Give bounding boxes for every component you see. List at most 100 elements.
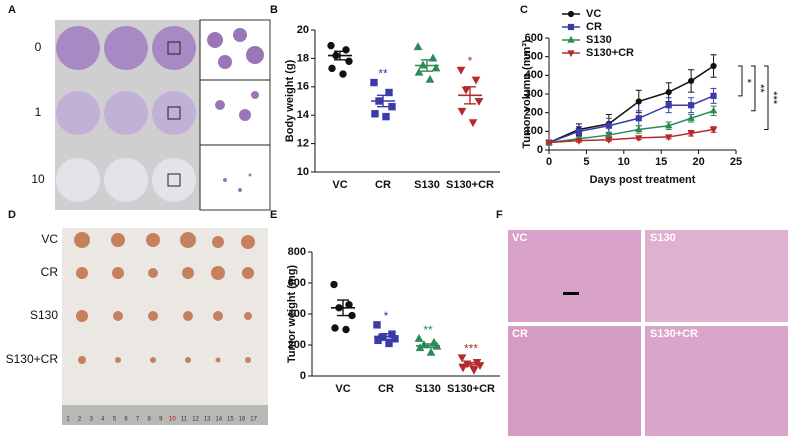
significance: * — [468, 54, 473, 68]
ruler-number: 4 — [101, 417, 105, 423]
y-tick-label: 500 — [525, 51, 543, 63]
x-axis-label: Days post treatment — [590, 174, 696, 186]
marker — [664, 121, 673, 129]
y-tick-label: 0 — [537, 144, 543, 156]
y-tick-label: 300 — [525, 88, 543, 100]
marker — [348, 311, 356, 320]
ruler-number: 17 — [250, 417, 257, 423]
marker — [575, 128, 583, 135]
ruler-number: 10 — [169, 417, 176, 423]
panel-letter: C — [520, 4, 528, 16]
marker — [545, 139, 553, 147]
marker — [665, 102, 672, 109]
y-tick-label: 0 — [300, 370, 306, 382]
x-tick-label: 10 — [618, 156, 630, 168]
legend-label: VC — [586, 8, 601, 20]
panel-letter: F — [496, 209, 503, 221]
marker — [345, 301, 353, 309]
x-tick-label: 15 — [655, 156, 667, 168]
ruler-number: 11 — [181, 417, 188, 423]
y-axis-label: Tumor weight (mg) — [286, 265, 298, 364]
significance: ** — [378, 67, 388, 81]
tumor-label: S130+CR — [6, 352, 59, 366]
marker — [331, 324, 339, 332]
y-tick-label: 20 — [297, 24, 309, 36]
marker — [345, 57, 353, 65]
marker — [688, 77, 695, 85]
x-tick-label: CR — [378, 383, 394, 395]
ruler-number: 12 — [192, 417, 199, 423]
histology-label: S130+CR — [650, 328, 698, 340]
marker — [374, 336, 382, 345]
panel-letter: B — [270, 4, 278, 16]
ruler-number: 6 — [124, 417, 128, 423]
y-axis-label: Tumor volumn (mm³) — [521, 39, 533, 149]
marker — [605, 130, 613, 138]
marker — [457, 354, 467, 363]
ruler-number: 14 — [215, 417, 222, 423]
marker — [414, 67, 424, 76]
panel-letter: A — [8, 4, 16, 16]
marker — [330, 280, 338, 289]
y-tick-label: 400 — [525, 69, 543, 81]
tumor-label: S130 — [30, 308, 58, 322]
ruler-number: 1 — [66, 417, 70, 423]
significance: * — [741, 79, 753, 84]
marker — [461, 86, 471, 95]
y-tick-label: 10 — [297, 166, 309, 178]
marker — [469, 366, 479, 375]
y-tick-label: 12 — [297, 138, 309, 150]
marker — [342, 46, 350, 54]
marker — [471, 76, 481, 85]
significance-bracket — [751, 65, 756, 112]
marker — [385, 339, 393, 348]
tumor-label: VC — [41, 232, 58, 246]
ruler-number: 7 — [136, 417, 140, 423]
plate-label: 0 — [35, 40, 42, 54]
ruler-number: 5 — [113, 417, 117, 423]
x-tick-label: S130+CR — [447, 383, 495, 395]
x-tick-label: VC — [332, 179, 347, 191]
marker — [575, 138, 583, 145]
y-tick-label: 200 — [525, 107, 543, 119]
marker — [709, 126, 718, 134]
significance: ** — [754, 84, 766, 93]
legend-marker — [567, 10, 575, 18]
marker — [426, 347, 436, 356]
x-tick-label: CR — [375, 179, 391, 191]
legend-marker — [567, 23, 575, 31]
y-tick-label: 100 — [525, 125, 543, 137]
marker — [468, 119, 478, 128]
marker — [605, 137, 613, 144]
significance: *** — [464, 342, 478, 356]
panel-letter: D — [8, 209, 16, 221]
marker — [710, 62, 717, 70]
x-tick-label: 25 — [730, 156, 742, 168]
x-tick-label: S130 — [414, 179, 440, 191]
histology-label: CR — [512, 328, 528, 340]
significance-bracket — [738, 65, 743, 97]
ruler-number: 9 — [159, 417, 163, 423]
marker — [635, 98, 642, 105]
y-tick-label: 14 — [297, 109, 310, 121]
marker — [371, 110, 379, 118]
significance: * — [384, 309, 389, 323]
marker — [457, 107, 467, 116]
marker — [327, 41, 335, 50]
marker — [388, 102, 396, 111]
x-tick-label: S130 — [415, 383, 441, 395]
marker — [414, 333, 424, 342]
legend-marker — [567, 35, 575, 43]
legend-label: S130+CR — [586, 47, 634, 59]
ruler-number: 13 — [204, 417, 211, 423]
histology-photos — [508, 230, 788, 436]
plate-label: 10 — [31, 172, 45, 186]
plate-label: 1 — [35, 105, 42, 119]
panel-letter: E — [270, 209, 277, 221]
y-tick-label: 600 — [525, 32, 543, 44]
marker — [456, 66, 466, 75]
histology-label: S130 — [650, 232, 676, 244]
tumor-photo — [62, 228, 268, 425]
marker — [342, 325, 350, 334]
